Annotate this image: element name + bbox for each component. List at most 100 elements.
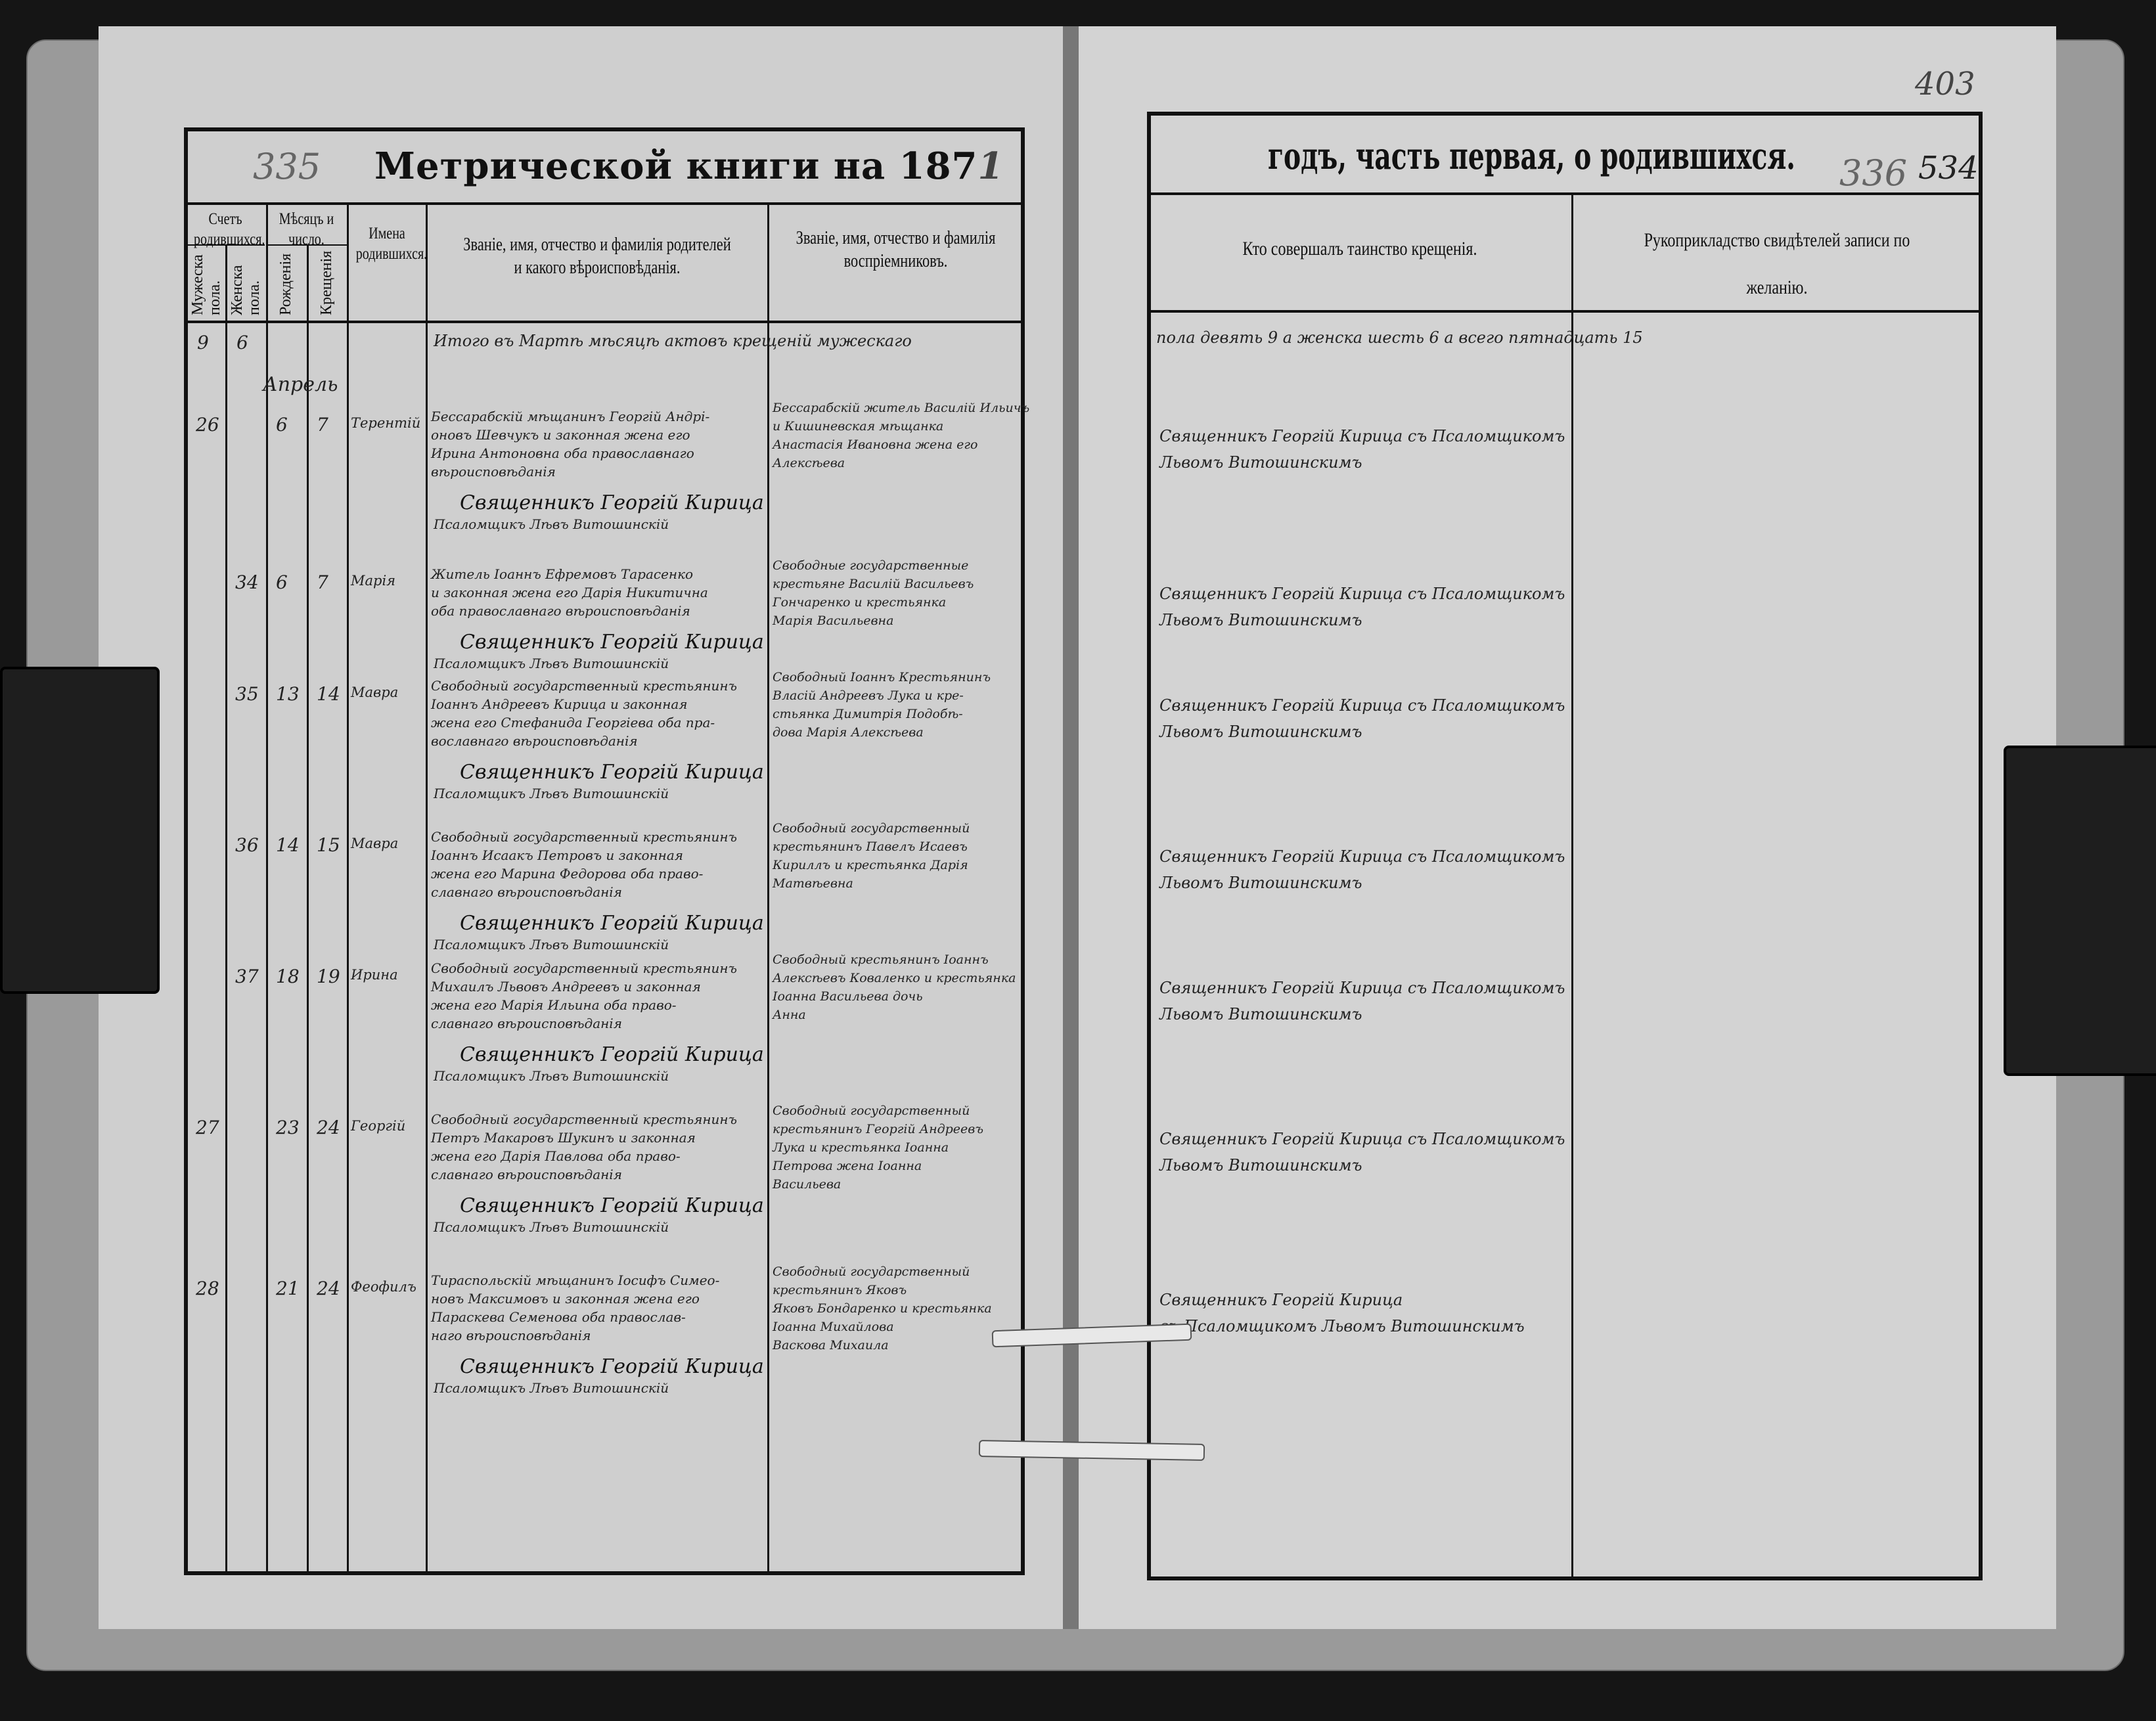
carryover-male: 9 — [197, 332, 209, 353]
entry-birth-day: 6 — [276, 414, 288, 436]
entry-parents-line: Петръ Макаровъ Шукинъ и законная — [431, 1130, 696, 1146]
entry-godparents-line: Свободный крестьянинъ Іоаннъ — [773, 952, 989, 967]
entry-baptism-day: 7 — [317, 571, 328, 593]
signature-priest: Священникъ Георгій Кирица — [460, 1043, 764, 1066]
left-page-title: Метрической книги на 1871 — [374, 145, 1004, 188]
officiant-line: Священникъ Георгій Кирица съ Псаломщиком… — [1159, 1130, 1565, 1148]
entry-child-name: Марія — [351, 573, 396, 589]
entry-godparents-line: и Кишиневская мѣщанка — [773, 419, 944, 434]
entry-baptism-day: 24 — [317, 1117, 340, 1138]
entry-godparents-line: Анна — [773, 1008, 806, 1022]
carryover-note: Итого въ Мартѣ мѣсяцѣ актовъ крещеній му… — [434, 332, 912, 350]
entry-godparents-line: Свободный государственный — [773, 1104, 970, 1118]
entry-godparents-line: Матвѣевна — [773, 876, 853, 891]
divider — [1150, 192, 1980, 195]
signature-clerk: Псаломщикъ Лѣвъ Витошинскій — [434, 786, 669, 801]
header-male: Мужеска пола. — [189, 254, 223, 315]
officiant-line: съ Псаломщикомъ Львомъ Витошинскимъ — [1159, 1317, 1525, 1335]
entry-baptism-day: 15 — [317, 834, 340, 856]
signature-priest: Священникъ Георгій Кирица — [460, 631, 764, 654]
entry-birth-day: 18 — [276, 966, 300, 987]
officiant-line: Священникъ Георгій Кирица съ Псаломщиком… — [1159, 696, 1565, 715]
header-names: Имена родившихся. — [355, 225, 428, 263]
entry-birth-day: 14 — [276, 834, 300, 856]
col-line — [1571, 192, 1573, 1578]
entry-godparents-line: Васильева — [773, 1177, 842, 1192]
month-label: Апрель — [263, 373, 338, 396]
entry-parents-line: Михаилъ Львовъ Андреевъ и законная — [431, 979, 701, 995]
entry-godparents-line: крестьяне Василій Васильевъ — [773, 577, 974, 591]
entry-child-name: Терентій — [351, 415, 421, 431]
left-table-frame — [184, 127, 1025, 1575]
officiant-line: Священникъ Георгій Кирица съ Псаломщиком… — [1159, 427, 1565, 445]
entry-parents-line: славнаго вѣроисповѣданія — [431, 1167, 622, 1182]
col-line — [225, 244, 227, 1574]
col-line — [426, 202, 428, 1574]
col-line — [307, 244, 309, 1574]
entry-godparents-line: Анастасія Ивановна жена его — [773, 437, 978, 452]
right-page-title: годъ, часть первая, о родившихся. — [1268, 135, 1795, 178]
carryover-female: 6 — [236, 332, 248, 353]
officiant-line: Священникъ Георгій Кирица — [1159, 1291, 1403, 1309]
page-number-pencil: 336 — [1839, 152, 1908, 194]
entry-godparents-line: Іоанна Михайлова — [773, 1320, 894, 1334]
signature-priest: Священникъ Георгій Кирица — [460, 912, 764, 935]
entry-parents-line: вославнаго вѣроисповѣданія — [431, 733, 638, 749]
entry-godparents-line: Алексѣевъ Коваленко и крестьянка — [773, 971, 1016, 985]
signature-priest: Священникъ Георгій Кирица — [460, 491, 764, 514]
entry-birth-day: 23 — [276, 1117, 300, 1138]
header-witnesses: Рукоприкладство свидѣтелей записи по жел… — [1644, 229, 1910, 298]
left-page-paper — [99, 26, 1064, 1629]
entry-parents-line: Іоаннъ Андреевъ Кирица и законная — [431, 696, 688, 712]
entry-parents-line: оба православнаго вѣроисповѣданія — [431, 603, 690, 619]
header-birth: Рожденія — [277, 253, 294, 315]
entry-godparents-line: Алексѣева — [773, 456, 845, 470]
entry-parents-line: Іоаннъ Исаакъ Петровъ и законная — [431, 847, 684, 863]
header-baptism: Крещенія — [318, 250, 335, 315]
signature-clerk: Псаломщикъ Лѣвъ Витошинскій — [434, 937, 669, 952]
entry-birth-day: 21 — [276, 1278, 300, 1299]
entry-godparents-line: Марія Васильевна — [773, 614, 894, 628]
signature-clerk: Псаломщикъ Лѣвъ Витошинскій — [434, 516, 669, 532]
entry-parents-line: Тираспольскій мѣщанинъ Іосифъ Симео- — [431, 1272, 720, 1288]
officiant-line: Львомъ Витошинскимъ — [1159, 723, 1362, 741]
entry-birth-day: 13 — [276, 683, 300, 705]
entry-parents-line: Ирина Антоновна оба православнаго — [431, 445, 694, 461]
entry-parents-line: жена его Марія Ильина оба право- — [431, 997, 677, 1013]
right-clasp — [2004, 746, 2156, 1076]
officiant-line: Львомъ Витошинскимъ — [1159, 874, 1362, 892]
entry-parents-line: Свободный государственный крестьянинъ — [431, 1111, 737, 1127]
officiant-line: Львомъ Витошинскимъ — [1159, 611, 1362, 629]
entry-godparents-line: Васкова Михаила — [773, 1338, 889, 1352]
officiant-line: Священникъ Георгій Кирица съ Псаломщиком… — [1159, 585, 1565, 603]
entry-child-name: Мавра — [351, 684, 399, 700]
entry-parents-line: наго вѣроисповѣданія — [431, 1328, 591, 1343]
signature-priest: Священникъ Георгій Кирица — [460, 761, 764, 784]
entry-godparents-line: Яковъ Бондаренко и крестьянка — [773, 1301, 992, 1316]
entry-godparents-line: Гончаренко и крестьянка — [773, 595, 947, 610]
entry-female-count: 37 — [235, 966, 259, 987]
entry-parents-line: Бессарабскій мѣщанинъ Георгій Андрі- — [431, 409, 710, 424]
entry-child-name: Георгій — [351, 1118, 406, 1134]
header-officiant: Кто совершалъ таинство крещенія. — [1242, 238, 1477, 259]
entry-baptism-day: 19 — [317, 966, 340, 987]
divider — [186, 202, 1023, 205]
entry-birth-day: 6 — [276, 571, 288, 593]
entry-female-count: 36 — [235, 834, 259, 856]
page-number-pencil: 335 — [253, 146, 321, 187]
entry-parents-line: жена его Стефанида Георгіева оба пра- — [431, 715, 715, 730]
divider — [186, 321, 1023, 323]
entry-parents-line: Житель Іоаннъ Ефремовъ Тарасенко — [431, 566, 694, 582]
signature-clerk: Псаломщикъ Лѣвъ Витошинскій — [434, 1068, 669, 1084]
entry-parents-line: славнаго вѣроисповѣданія — [431, 884, 622, 900]
entry-godparents-line: Петрова жена Іоанна — [773, 1159, 922, 1173]
entry-male-count: 27 — [196, 1117, 219, 1138]
signature-clerk: Псаломщикъ Лѣвъ Витошинскій — [434, 1380, 669, 1396]
header-female: Женска пола. — [229, 265, 263, 315]
officiant-line: Львомъ Витошинскимъ — [1159, 1005, 1362, 1023]
right-page-paper — [1077, 26, 2056, 1629]
entry-godparents-line: Лука и крестьянка Іоанна — [773, 1140, 949, 1155]
entry-parents-line: жена его Дарія Павлова оба право- — [431, 1148, 681, 1164]
entry-godparents-line: Свободный государственный — [773, 1264, 970, 1279]
entry-godparents-line: стьянка Димитрія Подобѣ- — [773, 707, 963, 721]
